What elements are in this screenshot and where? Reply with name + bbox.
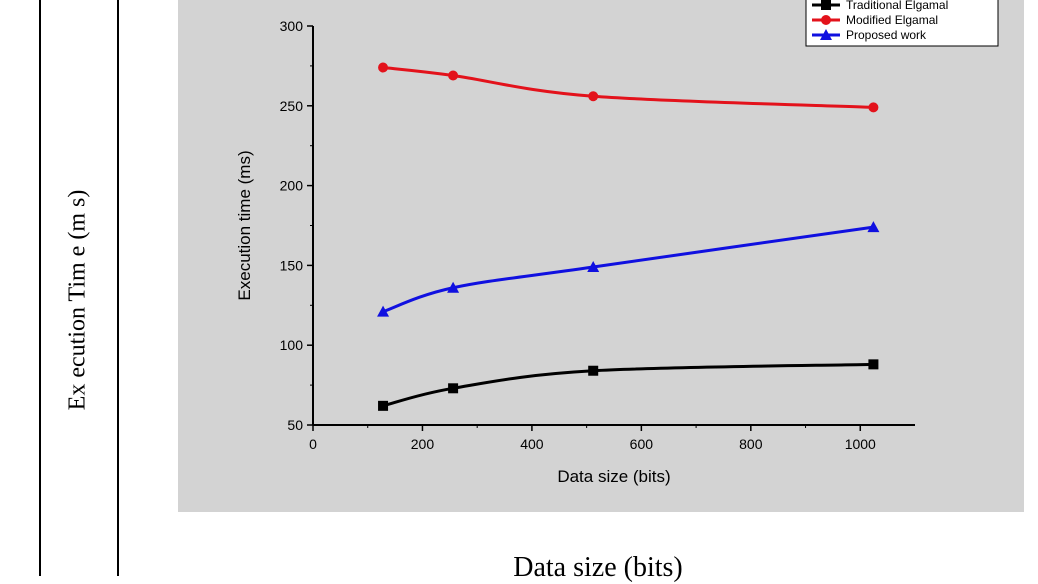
data-point-modified-elgamal — [588, 91, 599, 102]
legend-label-proposed-work: Proposed work — [846, 28, 927, 42]
series-traditional-elgamal — [378, 359, 879, 411]
x-tick-label: 200 — [411, 436, 435, 452]
x-tick-label: 600 — [630, 436, 654, 452]
legend-label-traditional-elgamal: Traditional Elgamal — [846, 0, 948, 12]
data-point-proposed-work — [377, 305, 390, 317]
data-point-proposed-work — [867, 221, 880, 233]
x-tick-label: 1000 — [845, 436, 876, 452]
legend-marker-proposed-work — [820, 29, 832, 40]
y-tick-label: 250 — [280, 98, 304, 114]
y-tick-label: 50 — [287, 417, 303, 433]
legend-box — [805, 0, 999, 47]
legend-marker-traditional-elgamal — [821, 0, 831, 10]
legend-label-modified-elgamal: Modified Elgamal — [846, 13, 938, 27]
figure-left-border — [39, 0, 41, 576]
x-tick-label: 800 — [739, 436, 763, 452]
data-point-traditional-elgamal — [448, 383, 459, 394]
data-point-proposed-work — [587, 260, 600, 272]
y-tick-label: 300 — [280, 18, 304, 34]
x-axis-title: Data size (bits) — [557, 467, 670, 486]
outer-y-axis-label: Ex ecution Tim e (m s) — [64, 189, 91, 411]
legend-marker-modified-elgamal — [821, 15, 831, 25]
data-point-modified-elgamal — [448, 70, 459, 81]
data-point-traditional-elgamal — [868, 359, 879, 370]
y-axis-title: Execution time (ms) — [235, 150, 254, 300]
figure-column-divider — [117, 0, 119, 576]
series-line-modified-elgamal — [382, 66, 874, 109]
y-tick-label: 150 — [280, 257, 304, 273]
y-tick-label: 200 — [280, 178, 304, 194]
series-proposed-work — [377, 221, 880, 317]
chart-panel: 0 200 400 600 800 1000 50 100 150 200 250 300 Tradi… — [178, 0, 1024, 512]
series-layer — [377, 62, 880, 411]
series-line-traditional-elgamal — [382, 362, 874, 408]
y-tick-label: 100 — [280, 337, 304, 353]
data-point-proposed-work — [447, 281, 460, 293]
x-tick-label: 400 — [520, 436, 544, 452]
data-point-modified-elgamal — [868, 102, 879, 113]
data-point-traditional-elgamal — [378, 400, 389, 411]
data-point-traditional-elgamal — [588, 365, 599, 376]
x-tick-label: 0 — [309, 436, 317, 452]
series-line-proposed-work — [382, 225, 874, 314]
data-point-modified-elgamal — [378, 62, 389, 73]
line-chart: 0 200 400 600 800 1000 50 100 150 200 250 300 Tradi… — [235, 0, 999, 486]
axes: 0 200 400 600 800 1000 50 100 150 200 250 300 — [280, 18, 915, 452]
outer-x-axis-label: Data size (bits) — [513, 552, 683, 583]
series-modified-elgamal — [378, 62, 879, 113]
